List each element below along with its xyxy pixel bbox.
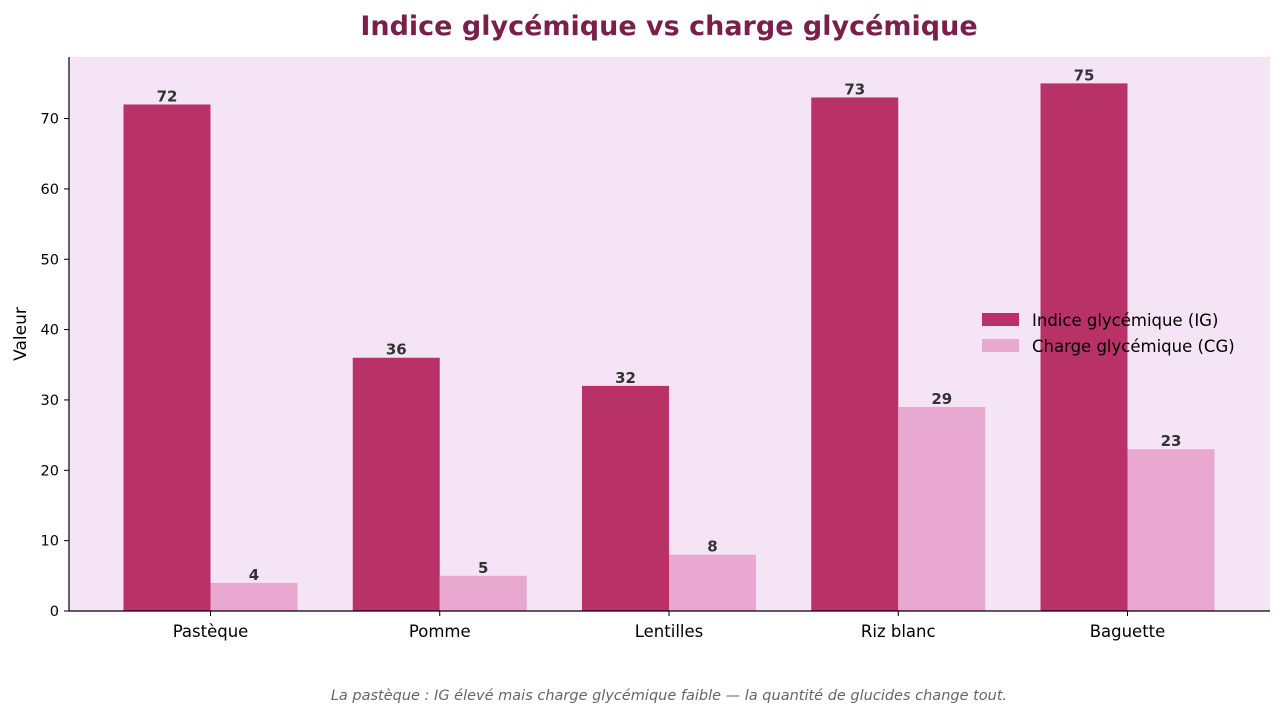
data-label-ig-1: 72 [157,87,178,105]
chart-title: Indice glycémique vs charge glycémique [360,11,977,42]
legend-label-cg: Charge glycémique (CG) [1032,337,1235,356]
bar-cg-2 [439,575,527,611]
legend-label-ig: Indice glycémique (IG) [1032,311,1218,330]
value-labels-group: 72 4 36 5 32 8 73 29 75 23 [157,66,1182,583]
data-label-ig-3: 32 [615,369,636,387]
bar-ig-1 [123,104,211,611]
y-tick-label: 10 [41,534,59,550]
y-tick-label: 30 [41,393,59,409]
bars-group [123,83,1215,611]
x-tick-label: Pomme [409,622,471,641]
x-tick-label: Baguette [1090,622,1166,641]
bar-ig-5 [1040,83,1128,611]
legend-swatch-ig [982,313,1019,326]
bar-cg-4 [898,406,986,611]
data-label-cg-4: 29 [931,390,952,408]
y-tick-label: 50 [41,252,59,268]
data-label-ig-5: 75 [1074,66,1095,84]
data-label-cg-3: 8 [707,538,717,556]
chart-annotation: La pastèque : IG élevé mais charge glycé… [331,688,1007,704]
y-tick-label: 40 [41,323,59,339]
y-tick-label: 70 [41,112,59,128]
legend-swatch-cg [982,339,1019,352]
y-tick-label: 0 [50,604,59,620]
bar-cg-3 [669,554,756,611]
data-label-ig-2: 36 [386,341,407,359]
bar-cg-1 [210,582,298,611]
bar-ig-3 [582,385,669,611]
data-label-cg-5: 23 [1161,432,1182,450]
data-label-ig-4: 73 [844,80,865,98]
x-axis: Pastèque Pomme Lentilles Riz blanc Baguette [69,610,1270,641]
y-axis-label: Valeur [11,307,31,361]
y-tick-label: 20 [41,463,59,479]
bar-ig-4 [811,97,899,611]
bar-cg-5 [1127,449,1215,611]
data-label-cg-2: 5 [478,559,488,577]
y-axis: 0 10 20 30 40 50 60 70 [41,57,70,620]
legend: Indice glycémique (IG) Charge glycémique … [982,311,1235,356]
bar-ig-2 [352,357,440,611]
x-tick-label: Pastèque [173,622,249,641]
data-label-cg-1: 4 [249,566,259,584]
x-tick-label: Lentilles [635,622,703,641]
x-tick-label: Riz blanc [861,622,936,641]
y-tick-label: 60 [41,182,59,198]
